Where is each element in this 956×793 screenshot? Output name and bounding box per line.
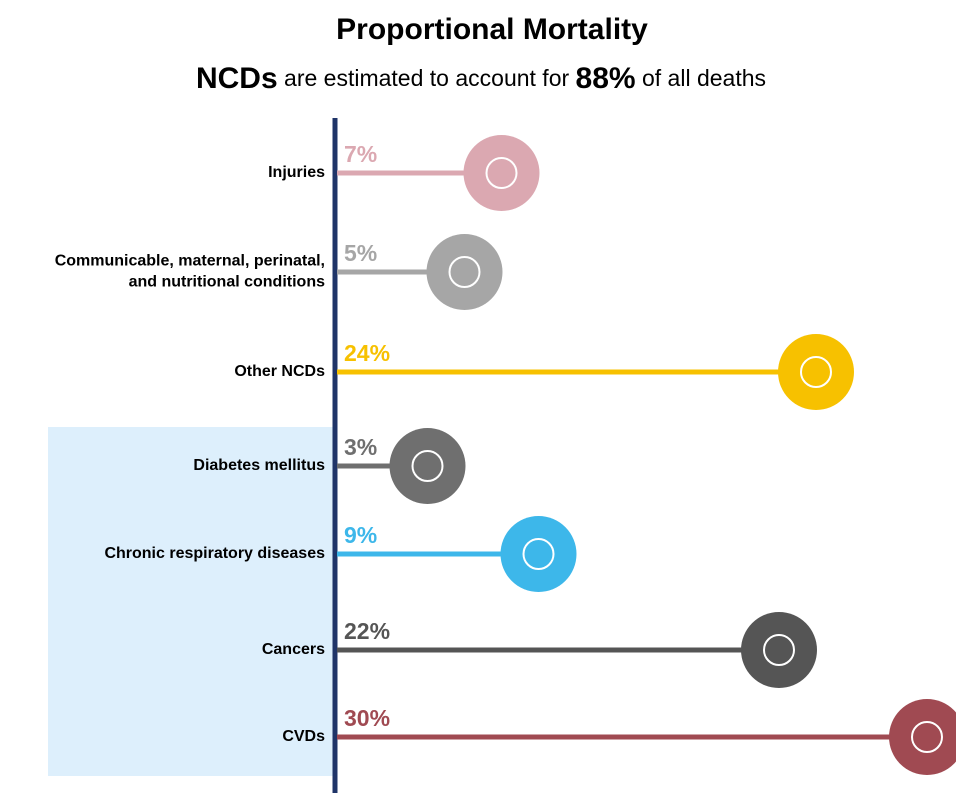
category-label: Communicable, maternal, perinatal, and nu…: [55, 253, 325, 291]
lollipop-head: [500, 516, 577, 592]
category-label: Other NCDs: [234, 363, 325, 380]
chart-title: Proportional Mortality: [336, 13, 648, 46]
icon: [522, 538, 555, 570]
icon: [911, 721, 943, 753]
subtitle-part: of all deaths: [636, 65, 766, 91]
lollipop-head: [889, 699, 956, 775]
subtitle-part: are estimated to account for: [278, 65, 576, 91]
category-label: CVDs: [282, 728, 325, 745]
category-label: Chronic respiratory diseases: [104, 545, 325, 562]
icon: [763, 634, 795, 666]
lollipop-head: [463, 135, 540, 211]
lollipop-head: [778, 334, 854, 410]
icon: [485, 157, 518, 189]
value-label: 22%: [344, 618, 390, 644]
subtitle-part: NCDs: [196, 62, 278, 95]
value-label: 24%: [344, 340, 390, 366]
value-label: 3%: [344, 434, 377, 460]
category-label: Cancers: [262, 641, 325, 658]
ncd-highlight: [48, 427, 334, 776]
icon: [448, 256, 481, 288]
subtitle-part: 88%: [576, 62, 636, 95]
value-label: 5%: [344, 240, 377, 266]
category-line: Communicable, maternal, perinatal,: [55, 253, 325, 270]
icon: [411, 450, 444, 482]
chart-subtitle: NCDs are estimated to account for 88% of…: [196, 62, 766, 95]
category-label: Diabetes mellitus: [193, 457, 325, 474]
value-label: 30%: [344, 705, 390, 731]
value-label: 9%: [344, 522, 377, 548]
lollipop-head: [426, 234, 503, 310]
value-label: 7%: [344, 141, 377, 167]
lollipop-head: [741, 612, 817, 688]
icon: [800, 356, 832, 388]
category-line: and nutritional conditions: [129, 274, 326, 291]
category-label: Injuries: [268, 164, 325, 181]
lollipop-head: [389, 428, 466, 504]
